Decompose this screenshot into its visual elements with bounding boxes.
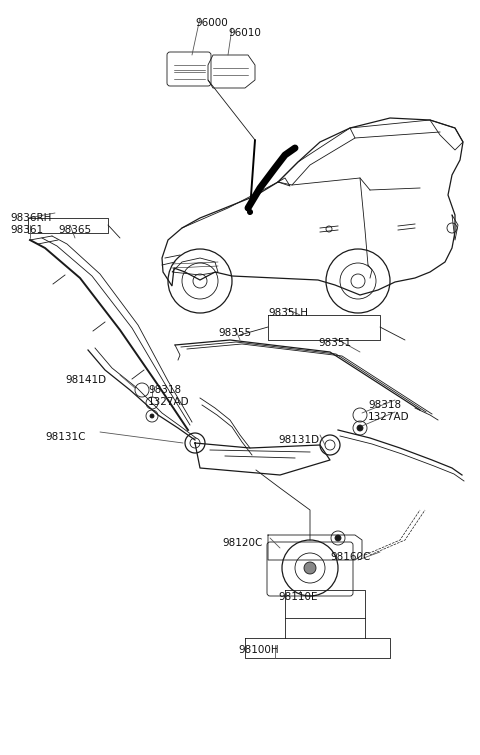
Text: 98351: 98351: [318, 338, 351, 348]
Circle shape: [304, 562, 316, 574]
Text: 9835LH: 9835LH: [268, 308, 308, 318]
Text: 98141D: 98141D: [65, 375, 106, 385]
Circle shape: [150, 414, 154, 418]
Text: 98120C: 98120C: [222, 538, 263, 548]
Circle shape: [247, 209, 253, 215]
Text: 96010: 96010: [228, 28, 261, 38]
Text: 1327AD: 1327AD: [148, 397, 190, 407]
Text: 98110E: 98110E: [278, 592, 317, 602]
Text: 96000: 96000: [195, 18, 228, 28]
Text: 98160C: 98160C: [330, 552, 371, 562]
Text: 98318: 98318: [368, 400, 401, 410]
Text: 98131D: 98131D: [278, 435, 319, 445]
Text: 98365: 98365: [58, 225, 91, 235]
Text: 1327AD: 1327AD: [368, 412, 409, 422]
Text: 98355: 98355: [218, 328, 251, 338]
Text: 9836RH: 9836RH: [10, 213, 51, 223]
Circle shape: [357, 425, 363, 431]
Text: 98131C: 98131C: [45, 432, 85, 442]
Text: 98361: 98361: [10, 225, 43, 235]
Circle shape: [335, 535, 341, 541]
Text: 98100H: 98100H: [238, 645, 278, 655]
Text: 98318: 98318: [148, 385, 181, 395]
